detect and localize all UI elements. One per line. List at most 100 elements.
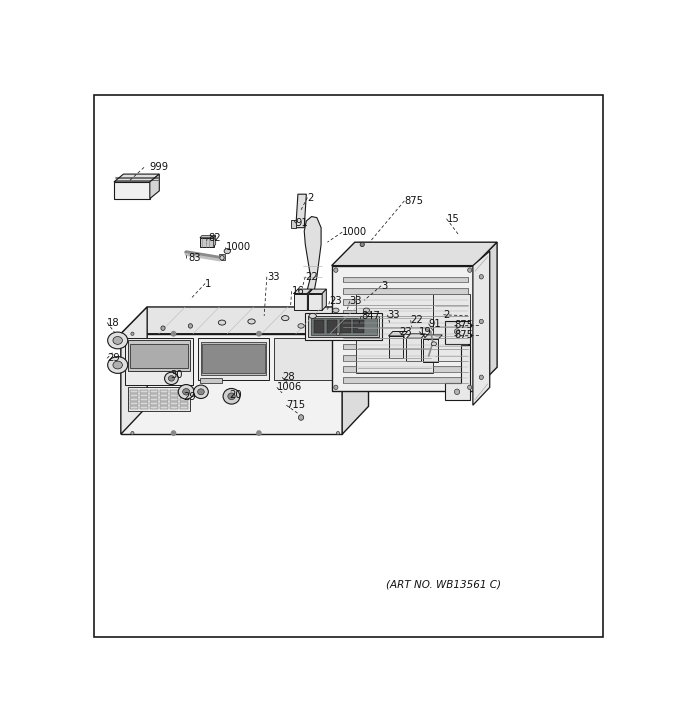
Ellipse shape	[107, 332, 128, 349]
Text: 23: 23	[330, 297, 342, 307]
Ellipse shape	[248, 319, 255, 324]
Circle shape	[257, 431, 261, 435]
Bar	[131, 394, 138, 397]
Ellipse shape	[223, 389, 240, 404]
Circle shape	[479, 375, 483, 379]
Bar	[150, 390, 158, 393]
Text: 1: 1	[205, 278, 211, 289]
Bar	[150, 406, 158, 409]
Bar	[131, 390, 138, 393]
Ellipse shape	[333, 308, 339, 312]
Polygon shape	[332, 265, 474, 391]
Circle shape	[337, 332, 339, 336]
Bar	[180, 402, 188, 405]
Circle shape	[171, 431, 175, 435]
Circle shape	[479, 319, 483, 323]
Polygon shape	[296, 194, 307, 228]
Bar	[160, 398, 168, 401]
Text: 20: 20	[229, 390, 242, 400]
Polygon shape	[309, 289, 326, 294]
Ellipse shape	[183, 389, 190, 395]
Polygon shape	[201, 341, 267, 375]
Polygon shape	[294, 294, 307, 310]
Bar	[160, 390, 168, 393]
Bar	[180, 390, 188, 393]
Bar	[140, 402, 148, 405]
Bar	[140, 394, 148, 397]
Ellipse shape	[165, 372, 178, 384]
Ellipse shape	[218, 320, 226, 325]
Polygon shape	[342, 307, 369, 434]
Circle shape	[454, 328, 460, 334]
Text: 91: 91	[296, 218, 309, 228]
Polygon shape	[356, 294, 432, 373]
Polygon shape	[307, 289, 311, 310]
Text: 715: 715	[286, 400, 305, 410]
Ellipse shape	[298, 323, 304, 328]
Text: 875: 875	[454, 330, 473, 340]
Text: 83: 83	[188, 253, 201, 263]
Ellipse shape	[363, 308, 370, 312]
Polygon shape	[121, 334, 342, 434]
Bar	[150, 394, 158, 397]
Polygon shape	[200, 236, 216, 238]
Bar	[131, 402, 138, 405]
Text: 18: 18	[107, 318, 120, 328]
Polygon shape	[343, 299, 468, 304]
Polygon shape	[445, 321, 470, 344]
Polygon shape	[313, 320, 324, 333]
Polygon shape	[309, 294, 322, 310]
Bar	[131, 398, 138, 401]
Bar	[180, 406, 188, 409]
Circle shape	[479, 275, 483, 279]
Bar	[171, 390, 178, 393]
Ellipse shape	[113, 336, 122, 344]
Polygon shape	[305, 312, 382, 341]
Text: 2: 2	[443, 310, 449, 320]
Polygon shape	[200, 238, 214, 247]
Text: 22: 22	[305, 272, 318, 282]
Ellipse shape	[220, 256, 224, 260]
Text: 2: 2	[307, 193, 313, 202]
Polygon shape	[474, 242, 497, 391]
Ellipse shape	[282, 315, 289, 320]
Polygon shape	[445, 345, 470, 399]
Circle shape	[454, 389, 460, 394]
Text: 19: 19	[419, 326, 432, 336]
Polygon shape	[129, 341, 190, 370]
Polygon shape	[290, 220, 296, 228]
Polygon shape	[202, 344, 265, 373]
Text: 1000: 1000	[342, 227, 367, 237]
Bar	[171, 406, 178, 409]
Bar	[140, 398, 148, 401]
Circle shape	[188, 323, 192, 328]
Polygon shape	[343, 355, 468, 360]
Polygon shape	[129, 387, 190, 411]
Ellipse shape	[225, 391, 238, 402]
Circle shape	[131, 332, 134, 336]
Bar	[131, 406, 138, 409]
Ellipse shape	[228, 394, 235, 399]
Polygon shape	[294, 289, 311, 294]
Polygon shape	[131, 344, 188, 368]
Bar	[180, 398, 188, 401]
Text: 29: 29	[107, 353, 120, 363]
Text: 29: 29	[183, 392, 196, 402]
Bar	[160, 394, 168, 397]
Polygon shape	[125, 338, 192, 385]
Circle shape	[468, 385, 472, 389]
Polygon shape	[407, 338, 421, 360]
Circle shape	[171, 331, 175, 336]
Text: 1006: 1006	[277, 382, 302, 392]
Text: 28: 28	[282, 373, 294, 382]
Text: 875: 875	[405, 196, 424, 206]
Polygon shape	[304, 217, 321, 294]
Ellipse shape	[309, 313, 316, 318]
Circle shape	[360, 242, 364, 246]
Circle shape	[131, 431, 134, 435]
Polygon shape	[200, 378, 222, 383]
Bar	[150, 398, 158, 401]
Ellipse shape	[107, 357, 128, 373]
Ellipse shape	[169, 376, 175, 381]
Text: 22: 22	[411, 315, 424, 326]
